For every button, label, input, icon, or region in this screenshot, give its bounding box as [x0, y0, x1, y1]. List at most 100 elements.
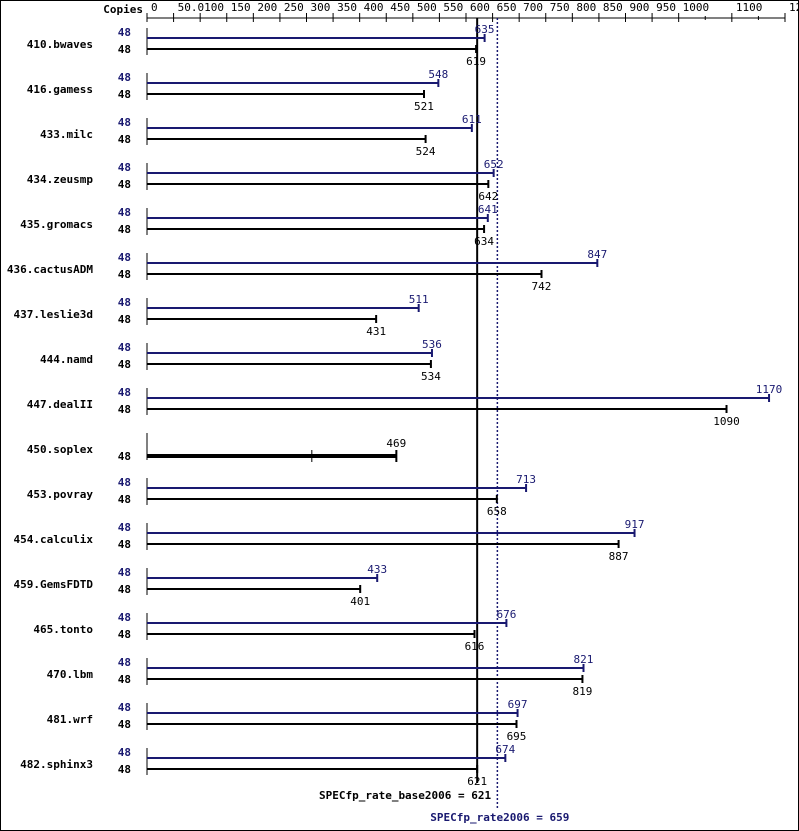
peak-copies-label: 48	[118, 746, 131, 759]
peak-copies-label: 48	[118, 251, 131, 264]
peak-copies-label: 48	[118, 611, 131, 624]
peak-value-label: 511	[409, 293, 429, 306]
benchmark-label: 435.gromacs	[20, 218, 93, 231]
base-value-label: 401	[350, 595, 370, 608]
peak-copies-label: 48	[118, 701, 131, 714]
benchmark-label: 482.sphinx3	[20, 758, 93, 771]
base-copies-label: 48	[118, 763, 131, 776]
benchmark-label: 450.soplex	[27, 443, 94, 456]
base-value-label: 887	[609, 550, 629, 563]
base-copies-label: 48	[118, 178, 131, 191]
x-tick-label: 900	[630, 1, 650, 14]
base-copies-label: 48	[118, 133, 131, 146]
benchmark-label: 470.lbm	[47, 668, 94, 681]
base-value-label: 642	[478, 190, 498, 203]
copies-header: Copies	[103, 3, 143, 16]
base-copies-label: 48	[118, 43, 131, 56]
base-value-label: 431	[366, 325, 386, 338]
x-tick-label: 500	[417, 1, 437, 14]
base-copies-label: 48	[118, 403, 131, 416]
benchmark-label: 453.povray	[27, 488, 94, 501]
peak-value-label: 433	[367, 563, 387, 576]
base-copies-label: 48	[118, 673, 131, 686]
x-tick-label: 850	[603, 1, 623, 14]
x-tick-label: 400	[364, 1, 384, 14]
x-tick-label: 650	[497, 1, 517, 14]
benchmark-label: 444.namd	[40, 353, 93, 366]
peak-value-label: 713	[516, 473, 536, 486]
base-value-label: 621	[467, 775, 487, 788]
peak-value-label: 676	[496, 608, 516, 621]
base-summary-label: SPECfp_rate_base2006 = 621	[319, 789, 492, 802]
peak-value-label: 674	[495, 743, 515, 756]
x-tick-label: 700	[523, 1, 543, 14]
peak-copies-label: 48	[118, 521, 131, 534]
x-tick-label: 50.0	[178, 1, 205, 14]
x-tick-label: 200	[257, 1, 277, 14]
peak-copies-label: 48	[118, 296, 131, 309]
x-tick-label: 800	[576, 1, 596, 14]
base-value-label: 534	[421, 370, 441, 383]
x-tick-label: 550	[443, 1, 463, 14]
base-value-label: 658	[487, 505, 507, 518]
peak-copies-label: 48	[118, 656, 131, 669]
base-copies-label: 48	[118, 223, 131, 236]
peak-copies-label: 48	[118, 566, 131, 579]
base-copies-label: 48	[118, 450, 131, 463]
base-copies-label: 48	[118, 493, 131, 506]
base-value-label: 695	[507, 730, 527, 743]
peak-copies-label: 48	[118, 341, 131, 354]
base-value-label: 524	[416, 145, 436, 158]
base-value-label: 634	[474, 235, 494, 248]
x-tick-label: 300	[311, 1, 331, 14]
base-value-label: 521	[414, 100, 434, 113]
x-tick-label: 150	[231, 1, 251, 14]
base-value-label: 616	[465, 640, 485, 653]
peak-value-label: 1170	[756, 383, 783, 396]
benchmark-label: 437.leslie3d	[14, 308, 93, 321]
base-copies-label: 48	[118, 583, 131, 596]
peak-summary-label: SPECfp_rate2006 = 659	[430, 811, 569, 824]
x-tick-label: 1000	[683, 1, 710, 14]
base-copies-label: 48	[118, 268, 131, 281]
peak-copies-label: 48	[118, 386, 131, 399]
base-copies-label: 48	[118, 718, 131, 731]
x-tick-label: 600	[470, 1, 490, 14]
peak-copies-label: 48	[118, 161, 131, 174]
x-tick-label: 750	[550, 1, 570, 14]
benchmark-label: 459.GemsFDTD	[14, 578, 94, 591]
peak-value-label: 847	[587, 248, 607, 261]
x-tick-label: 250	[284, 1, 304, 14]
peak-value-label: 917	[625, 518, 645, 531]
peak-copies-label: 48	[118, 116, 131, 129]
peak-value-label: 641	[478, 203, 498, 216]
base-value-label: 1090	[713, 415, 740, 428]
peak-copies-label: 48	[118, 476, 131, 489]
peak-value-label: 697	[508, 698, 528, 711]
benchmark-label: 410.bwaves	[27, 38, 93, 51]
benchmark-label: 433.milc	[40, 128, 93, 141]
benchmark-label: 436.cactusADM	[7, 263, 93, 276]
base-copies-label: 48	[118, 313, 131, 326]
base-value-label: 619	[466, 55, 486, 68]
base-copies-label: 48	[118, 628, 131, 641]
peak-copies-label: 48	[118, 71, 131, 84]
x-tick-label: 100	[204, 1, 224, 14]
benchmark-label: 434.zeusmp	[27, 173, 94, 186]
peak-value-label: 635	[475, 23, 495, 36]
benchmark-label: 481.wrf	[47, 713, 93, 726]
x-tick-label: 0	[151, 1, 158, 14]
benchmark-label: 416.gamess	[27, 83, 93, 96]
peak-copies-label: 48	[118, 206, 131, 219]
x-tick-label: 450	[390, 1, 410, 14]
peak-copies-label: 48	[118, 26, 131, 39]
peak-value-label: 652	[484, 158, 504, 171]
peak-value-label: 548	[428, 68, 448, 81]
benchmark-label: 465.tonto	[33, 623, 93, 636]
base-copies-label: 48	[118, 88, 131, 101]
x-tick-label: 1100	[736, 1, 763, 14]
x-tick-label: 1200	[789, 1, 799, 14]
peak-value-label: 536	[422, 338, 442, 351]
base-value-label: 469	[386, 437, 406, 450]
